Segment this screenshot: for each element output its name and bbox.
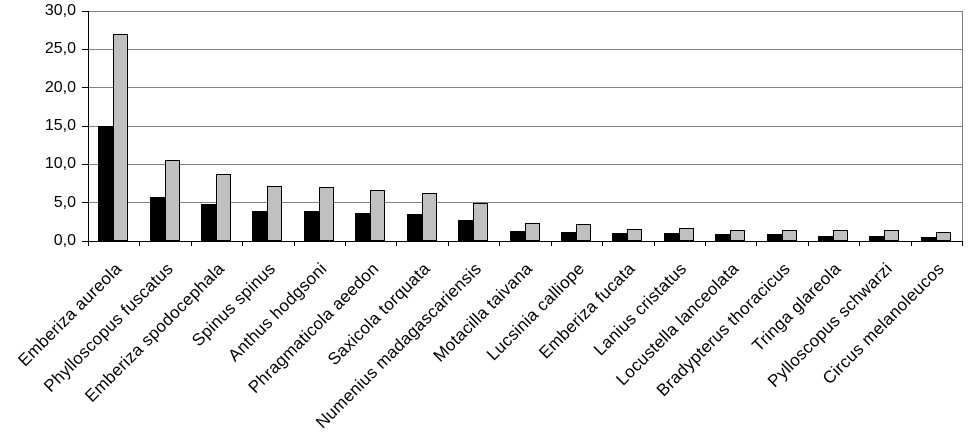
bar-series-2 [267, 185, 283, 241]
x-axis-tick [756, 242, 758, 246]
y-axis-line [88, 11, 89, 241]
gridline [88, 48, 962, 50]
x-axis-tick [190, 242, 192, 246]
bar-series-2 [318, 186, 334, 241]
bar-series-1 [869, 235, 885, 241]
bar-series-2 [473, 203, 489, 241]
y-axis-tick [82, 163, 88, 165]
x-axis-tick [447, 242, 449, 246]
bar-series-1 [663, 232, 679, 241]
y-axis-tick [82, 202, 88, 204]
x-axis-tick [653, 242, 655, 246]
gridline [88, 87, 962, 89]
y-axis-tick [82, 125, 88, 127]
bar-series-2 [216, 174, 232, 241]
x-axis-tick [807, 242, 809, 246]
y-axis-label: 0,0 [53, 232, 76, 249]
x-axis-tick [88, 242, 89, 246]
y-axis-label: 10,0 [44, 155, 76, 173]
x-axis-tick [859, 242, 861, 246]
x-axis-tick [704, 242, 706, 246]
bar-series-1 [406, 214, 422, 241]
bar-series-1 [509, 231, 525, 241]
x-axis-tick [242, 242, 244, 246]
gridline [88, 163, 962, 165]
y-axis-tick [82, 10, 88, 12]
y-axis-label: 20,0 [44, 78, 76, 96]
bar-series-2 [575, 224, 591, 241]
bar-series-2 [730, 229, 746, 241]
gridline [88, 202, 962, 204]
gridline [88, 125, 962, 127]
bar-series-2 [113, 34, 129, 241]
bar-series-2 [678, 227, 694, 241]
y-axis-label: 30,0 [44, 2, 76, 19]
bar-series-1 [560, 231, 576, 241]
bar-series-1 [201, 204, 217, 241]
x-axis-tick [396, 242, 398, 246]
bar-series-1 [715, 234, 731, 241]
bar-series-1 [355, 212, 371, 241]
bar-series-2 [884, 230, 900, 241]
y-axis-label: 15,0 [44, 117, 76, 134]
bar-series-2 [935, 231, 951, 241]
y-axis-label: 5,0 [53, 193, 76, 211]
gridline [88, 10, 962, 12]
x-axis-tick [962, 242, 963, 246]
bar-series-2 [164, 159, 180, 241]
y-axis-tick [82, 87, 88, 89]
x-axis-tick [550, 242, 552, 246]
bar-series-2 [421, 192, 437, 241]
bar-series-2 [832, 230, 848, 241]
bar-series-1 [920, 237, 936, 241]
y-axis-label: 25,0 [44, 40, 76, 58]
x-axis-tick [345, 242, 347, 246]
x-axis-label: Lanius cristatus [590, 259, 691, 360]
bar-series-1 [612, 232, 628, 241]
bar-series-1 [766, 234, 782, 241]
plot-border-right [962, 11, 963, 241]
x-axis-tick [602, 242, 604, 246]
x-axis-tick [910, 242, 912, 246]
bar-series-1 [149, 196, 165, 241]
x-axis-tick [139, 242, 141, 246]
bar-series-2 [370, 189, 386, 241]
bar-series-1 [98, 126, 114, 241]
x-axis-line [82, 241, 963, 242]
bar-series-2 [524, 222, 540, 241]
y-axis-tick [82, 48, 88, 50]
x-axis-tick [293, 242, 295, 246]
bar-series-1 [458, 219, 474, 241]
x-axis-tick [499, 242, 501, 246]
bar-series-1 [252, 211, 268, 241]
bar-series-2 [781, 229, 797, 241]
bar-series-1 [817, 235, 833, 241]
bar-series-1 [303, 211, 319, 241]
bar-series-2 [627, 228, 643, 241]
x-axis-label: Tringa glareola [748, 259, 845, 356]
